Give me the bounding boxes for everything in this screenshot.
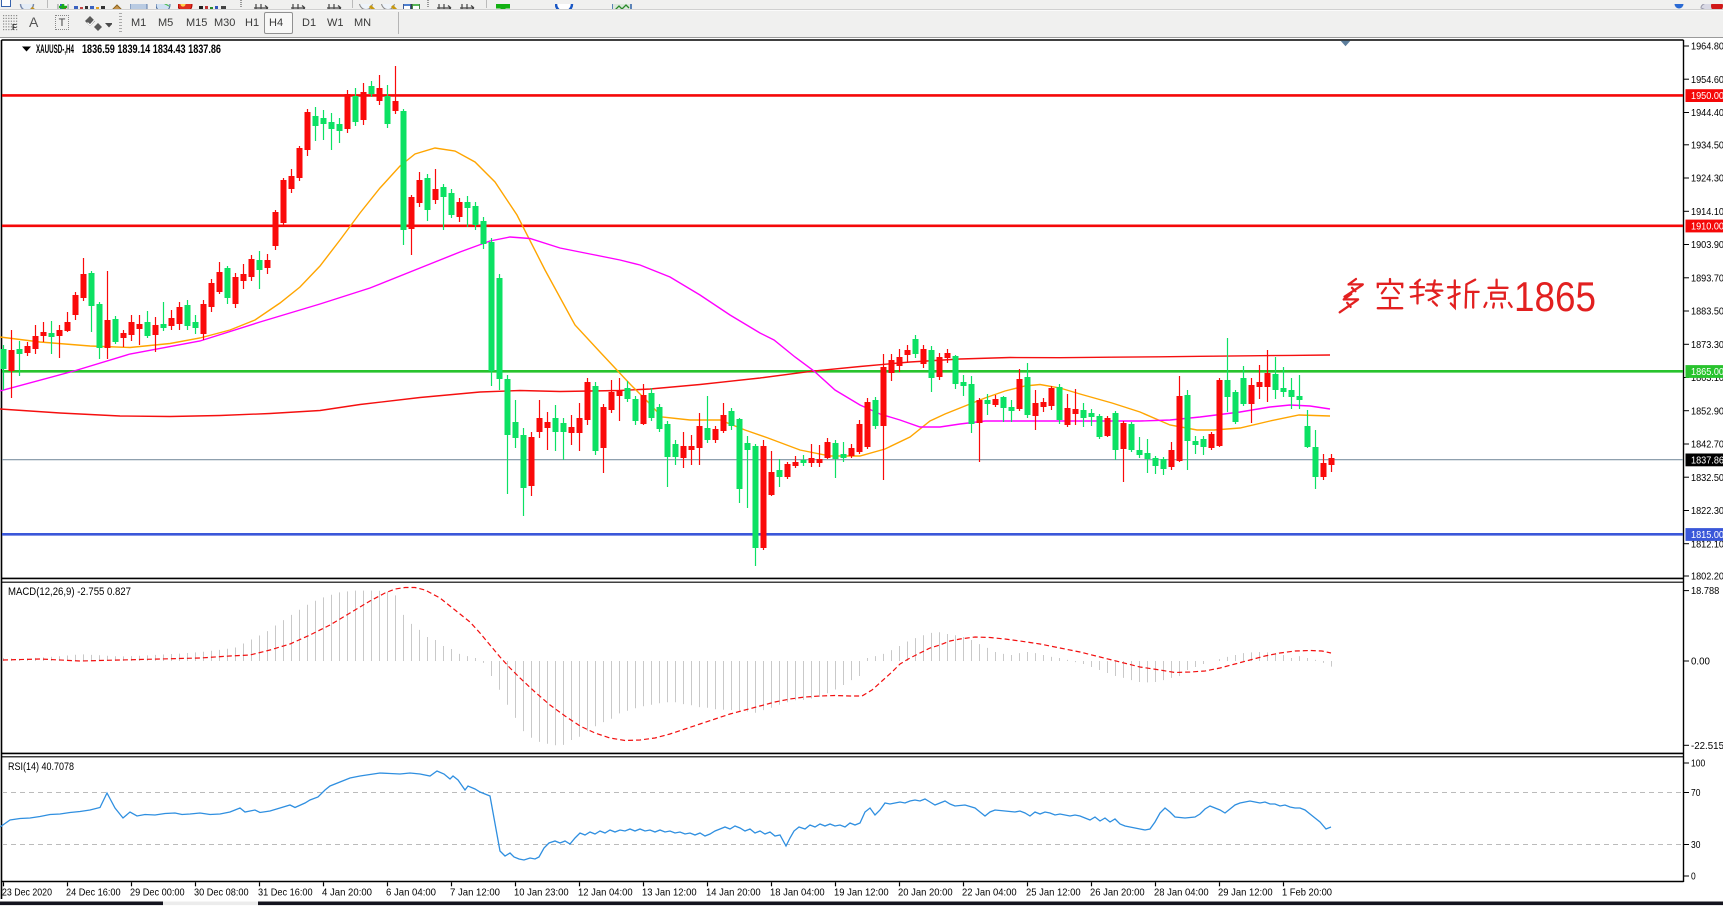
svg-text:29 Jan 12:00: 29 Jan 12:00: [1218, 888, 1273, 899]
svg-text:10 Jan 23:00: 10 Jan 23:00: [514, 888, 569, 899]
svg-text:18 Jan 04:00: 18 Jan 04:00: [770, 888, 825, 899]
svg-text:18.788: 18.788: [1691, 585, 1719, 597]
svg-text:1822.30: 1822.30: [1691, 505, 1723, 517]
svg-text:1883.50: 1883.50: [1691, 306, 1723, 318]
svg-text:28 Jan 04:00: 28 Jan 04:00: [1154, 888, 1209, 899]
svg-text:1 Feb 20:00: 1 Feb 20:00: [1282, 888, 1332, 899]
svg-text:1852.90: 1852.90: [1691, 405, 1723, 417]
svg-text:1815.00: 1815.00: [1691, 529, 1723, 541]
svg-text:1964.80: 1964.80: [1691, 41, 1723, 53]
svg-text:31 Dec 16:00: 31 Dec 16:00: [258, 888, 313, 899]
svg-text:1950.00: 1950.00: [1691, 90, 1723, 102]
svg-text:1832.50: 1832.50: [1691, 472, 1723, 484]
svg-text:13 Jan 12:00: 13 Jan 12:00: [642, 888, 697, 899]
svg-text:30 Dec 08:00: 30 Dec 08:00: [194, 888, 249, 899]
svg-text:1903.90: 1903.90: [1691, 239, 1723, 251]
svg-text:6 Jan 04:00: 6 Jan 04:00: [386, 888, 436, 899]
svg-text:1865.00: 1865.00: [1691, 366, 1723, 378]
svg-text:1934.50: 1934.50: [1691, 139, 1723, 151]
svg-text:25 Jan 12:00: 25 Jan 12:00: [1026, 888, 1081, 899]
svg-text:1944.40: 1944.40: [1691, 107, 1723, 119]
svg-text:30: 30: [1691, 839, 1701, 851]
svg-text:7 Jan 12:00: 7 Jan 12:00: [450, 888, 500, 899]
svg-text:100: 100: [1691, 758, 1705, 770]
svg-text:1802.20: 1802.20: [1691, 571, 1723, 583]
svg-text:29 Dec 00:00: 29 Dec 00:00: [130, 888, 185, 899]
svg-text:0: 0: [1691, 871, 1696, 883]
svg-text:70: 70: [1691, 787, 1701, 799]
svg-text:1893.70: 1893.70: [1691, 272, 1723, 284]
svg-text:XAUUSD-,H4: XAUUSD-,H4: [36, 44, 74, 56]
svg-text:0.00: 0.00: [1691, 656, 1710, 668]
svg-text:1865: 1865: [1514, 273, 1596, 320]
svg-text:1873.30: 1873.30: [1691, 339, 1723, 351]
svg-text:1954.60: 1954.60: [1691, 74, 1723, 86]
svg-text:1836.59 1839.14 1834.43 1837.8: 1836.59 1839.14 1834.43 1837.86: [82, 44, 221, 56]
svg-text:23 Dec 2020: 23 Dec 2020: [2, 888, 52, 899]
svg-text:19 Jan 12:00: 19 Jan 12:00: [834, 888, 889, 899]
svg-text:1837.86: 1837.86: [1691, 455, 1723, 467]
svg-text:20 Jan 20:00: 20 Jan 20:00: [898, 888, 953, 899]
svg-text:1842.70: 1842.70: [1691, 439, 1723, 451]
svg-text:1910.00: 1910.00: [1691, 221, 1723, 233]
svg-text:22 Jan 04:00: 22 Jan 04:00: [962, 888, 1017, 899]
svg-text:1914.10: 1914.10: [1691, 206, 1723, 218]
svg-text:-22.515: -22.515: [1691, 740, 1723, 752]
svg-text:12 Jan 04:00: 12 Jan 04:00: [578, 888, 633, 899]
svg-text:24 Dec 16:00: 24 Dec 16:00: [66, 888, 121, 899]
svg-text:1924.30: 1924.30: [1691, 173, 1723, 185]
svg-text:26 Jan 20:00: 26 Jan 20:00: [1090, 888, 1145, 899]
svg-text:RSI(14) 40.7078: RSI(14) 40.7078: [8, 761, 74, 773]
svg-text:MACD(12,26,9) -2.755 0.827: MACD(12,26,9) -2.755 0.827: [8, 586, 131, 598]
svg-text:4 Jan 20:00: 4 Jan 20:00: [322, 888, 372, 899]
svg-text:14 Jan 20:00: 14 Jan 20:00: [706, 888, 761, 899]
